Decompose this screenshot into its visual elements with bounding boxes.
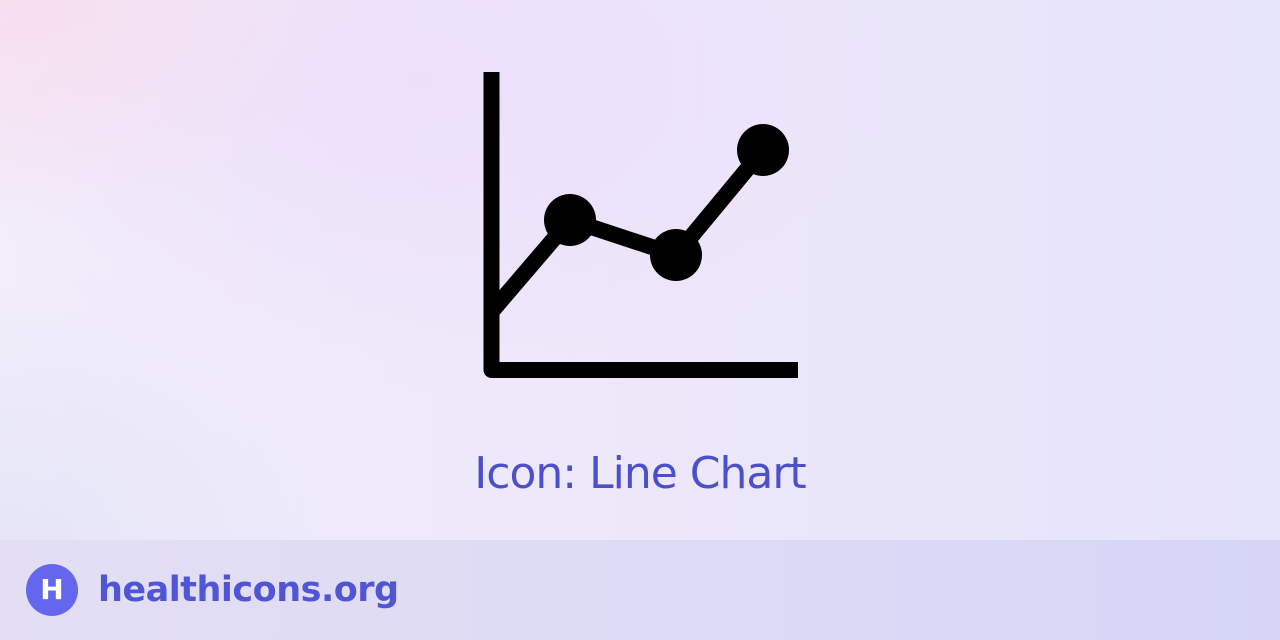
healthicons-logo-icon[interactable]: H bbox=[26, 564, 78, 616]
chart-axes bbox=[483, 72, 798, 378]
footer-bar: H healthicons.org bbox=[0, 540, 1280, 640]
icon-title: Icon: Line Chart bbox=[474, 448, 806, 499]
chart-point-1 bbox=[544, 194, 596, 246]
chart-point-3 bbox=[737, 124, 789, 176]
chart-point-2 bbox=[650, 229, 702, 281]
chart-series-line bbox=[486, 144, 770, 316]
site-link[interactable]: healthicons.org bbox=[98, 570, 399, 610]
logo-letter: H bbox=[40, 573, 64, 606]
